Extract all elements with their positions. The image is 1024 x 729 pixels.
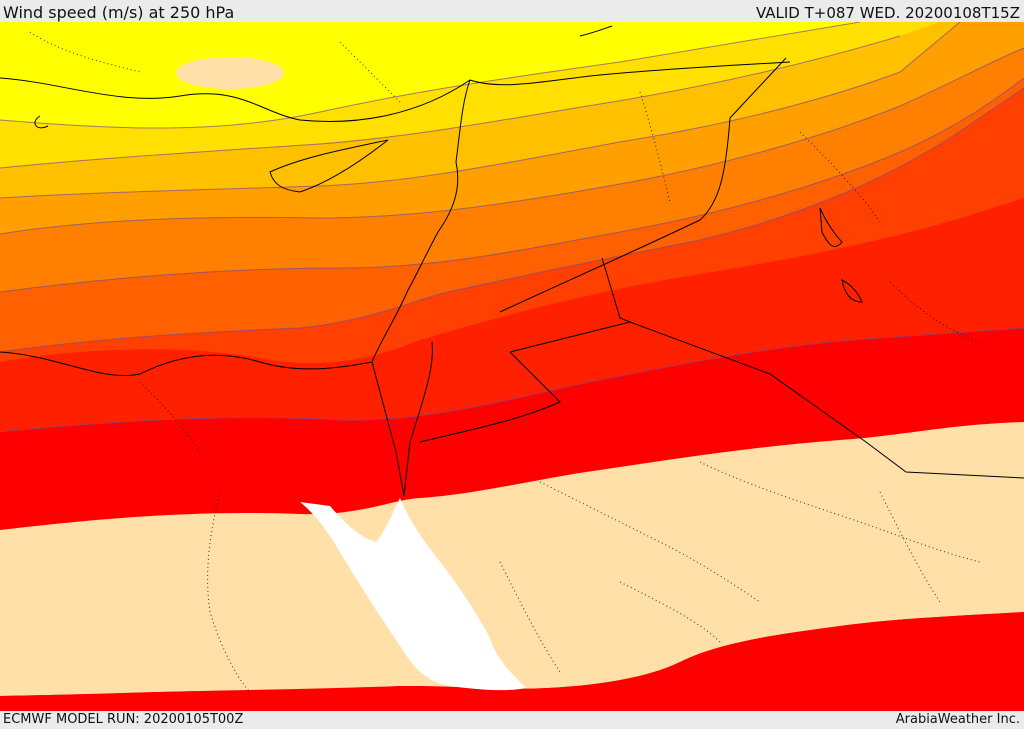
contour-lines: [0, 22, 1024, 433]
map-header: Wind speed (m/s) at 250 hPa VALID T+087 …: [0, 0, 1024, 22]
country-borders: [0, 25, 1024, 497]
wind-speed-map: [0, 22, 1024, 711]
red-sea: [300, 498, 526, 691]
model-run: ECMWF MODEL RUN: 20200105T00Z: [3, 712, 244, 727]
calm-area-south: [0, 422, 1024, 696]
valid-time: VALID T+087 WED. 20200108T15Z: [755, 4, 1020, 22]
map-footer: ECMWF MODEL RUN: 20200105T00Z ArabiaWeat…: [0, 711, 1024, 729]
map-title: Wind speed (m/s) at 250 hPa: [3, 3, 235, 22]
credit-text: ArabiaWeather Inc.: [895, 712, 1020, 727]
admin-borders: [29, 31, 981, 693]
calm-patch-north: [176, 57, 284, 89]
wind-band-bottom: [0, 612, 1024, 711]
